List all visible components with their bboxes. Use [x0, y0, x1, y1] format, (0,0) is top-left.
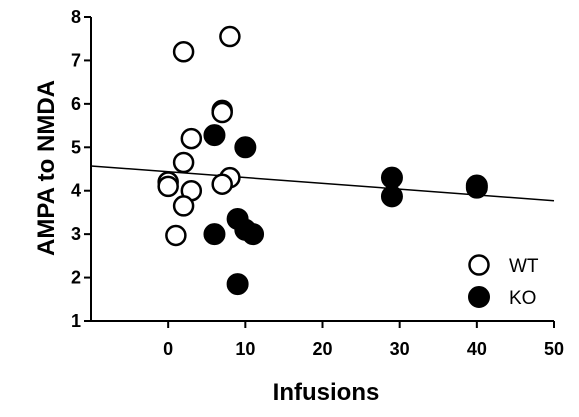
data-point-wt: [172, 40, 195, 63]
y-tick-label: 2: [71, 268, 81, 288]
data-point-wt: [211, 173, 233, 195]
data-point-wt: [172, 195, 195, 217]
y-tick-label: 6: [71, 94, 81, 114]
y-tick-label: 7: [71, 50, 81, 70]
points-group: [157, 25, 488, 296]
data-point-ko: [242, 223, 265, 246]
data-point-ko: [203, 124, 226, 147]
data-point-wt: [211, 101, 233, 124]
y-axis-title: AMPA to NMDA: [33, 80, 60, 256]
data-point-ko: [226, 273, 249, 296]
data-point-ko: [203, 223, 226, 246]
x-tick-label: 40: [467, 339, 487, 359]
y-tick-label: 8: [71, 7, 81, 27]
data-point-ko: [465, 176, 488, 199]
x-axis-title: Infusions: [273, 379, 380, 406]
x-tick-label: 30: [390, 339, 410, 359]
legend: WT KO: [468, 254, 539, 309]
data-point-wt: [180, 127, 203, 150]
y-tick-label: 4: [71, 181, 81, 201]
y-tick-label: 5: [71, 137, 81, 157]
x-tick-label: 10: [235, 339, 255, 359]
axes: 1 2 3 4 5 6 7 8 0 10 20 30 40 50: [71, 7, 564, 359]
y-tick-label: 3: [71, 224, 81, 244]
data-point-ko: [234, 136, 257, 159]
legend-marker-wt: [468, 254, 490, 276]
data-point-ko: [380, 185, 403, 208]
data-point-wt: [157, 175, 179, 198]
data-point-wt: [165, 224, 187, 247]
data-point-ko: [380, 166, 403, 189]
data-point-wt: [172, 151, 195, 174]
x-tick-label: 50: [544, 339, 564, 359]
x-tick-label: 20: [312, 339, 332, 359]
x-tick-label: 0: [163, 339, 173, 359]
legend-label-wt: WT: [509, 256, 539, 277]
legend-marker-ko: [468, 286, 490, 308]
data-point-wt: [219, 25, 241, 48]
legend-label-ko: KO: [509, 288, 536, 309]
y-tick-label: 1: [71, 311, 81, 331]
